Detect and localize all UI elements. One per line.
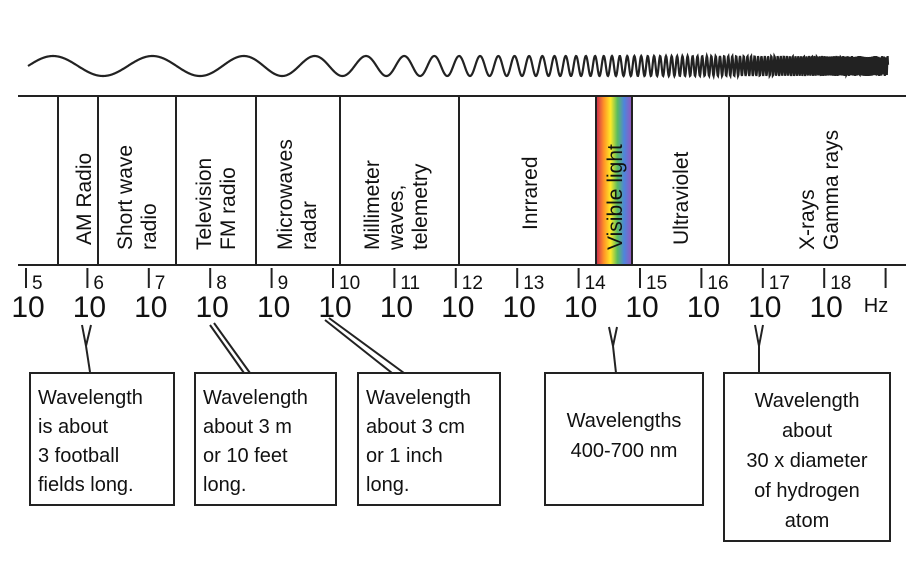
band-dividers [57, 96, 730, 265]
scale-exponent: 6 [93, 273, 104, 294]
note-line: about [782, 420, 832, 442]
scale-base: 10 [257, 291, 290, 324]
scale-base: 10 [318, 291, 351, 324]
pointer-visible [608, 326, 618, 347]
spectrum-band-table: AM Radio Short wave radio Television FM radi… [18, 95, 906, 266]
band-label-shortwave: radio [138, 203, 161, 250]
scale-base: 10 [810, 291, 843, 324]
scale-exponent: 15 [646, 273, 667, 294]
scale-exponent: 16 [707, 273, 728, 294]
band-label-mm: Millimeter [361, 160, 384, 250]
pointer-microwave [324, 317, 405, 374]
band-label-mm: waves, [385, 185, 408, 251]
note-line: fields long. [38, 474, 134, 496]
note-box [544, 372, 704, 506]
scale-exponent: 10 [339, 273, 360, 294]
band-label-shortwave: Short wave [114, 145, 137, 250]
callout-pointers [81, 317, 764, 374]
band-label-ir: Inrrared [519, 156, 542, 230]
scale-exponents: 5 6 7 8 9 10 11 12 13 14 15 16 17 18 [32, 273, 851, 294]
band-label-tv: Television [193, 158, 216, 250]
note-line: Wavelengths [567, 410, 682, 432]
band-label-visible: Visible light [604, 144, 627, 250]
note-line: long. [366, 474, 409, 496]
band-label-mm: telemetry [409, 163, 432, 250]
note-tv: Wavelength about 3 m or 10 feet long. [194, 372, 337, 506]
note-line: 3 football [38, 445, 119, 467]
scale-base-labels: 10 10 10 10 10 10 10 10 10 10 10 10 10 10 [11, 291, 843, 324]
band-label-xray: X-rays [796, 189, 819, 250]
scale-exponent: 12 [462, 273, 483, 294]
note-line: or 1 inch [366, 445, 443, 467]
note-box [723, 372, 891, 542]
band-label-am: AM Radio [73, 153, 96, 245]
pointer-tv [209, 322, 251, 374]
scale-base: 10 [564, 291, 597, 324]
note-visible: Wavelengths 400-700 nm [544, 372, 704, 506]
scale-ticks [25, 268, 887, 288]
note-box [357, 372, 501, 506]
scale-base: 10 [73, 291, 106, 324]
note-line: Wavelength [755, 390, 860, 412]
scale-exponent: 14 [585, 273, 607, 294]
scale-base: 10 [625, 291, 658, 324]
wave-frequency-illustration [27, 51, 890, 81]
scale-base: 10 [441, 291, 474, 324]
band-label-microwave: Microwaves [274, 139, 297, 250]
note-line: long. [203, 474, 246, 496]
band-labels: AM Radio Short wave radio Television FM radi… [73, 130, 843, 251]
note-line: Wavelength [38, 387, 143, 409]
band-label-uv: Ultraviolet [670, 151, 693, 245]
scale-exponent: 17 [769, 273, 790, 294]
note-line: or 10 feet [203, 445, 288, 467]
pointer-xray [754, 324, 764, 347]
note-xray: Wavelength about 30 x diameter of hydrogen a… [723, 372, 891, 542]
note-line: 30 x diameter [746, 450, 868, 472]
scale-base: 10 [134, 291, 167, 324]
scale-base: 10 [748, 291, 781, 324]
scale-base: 10 [196, 291, 229, 324]
note-box [29, 372, 175, 506]
pointer-am [81, 324, 92, 347]
note-line: Wavelength [366, 387, 471, 409]
note-box [194, 372, 337, 506]
scale-exponent: 8 [216, 273, 227, 294]
scale-base: 10 [687, 291, 720, 324]
scale-exponent: 11 [400, 273, 420, 294]
scale-exponent: 7 [155, 273, 166, 294]
note-line: about 3 m [203, 416, 292, 438]
visible-light-color-band [597, 96, 631, 265]
scale-base: 10 [380, 291, 413, 324]
scale-base: 10 [503, 291, 536, 324]
band-label-microwave: radar [298, 201, 321, 250]
note-line: about 3 cm [366, 416, 465, 438]
scale-exponent: 9 [278, 273, 289, 294]
note-line: Wavelength [203, 387, 308, 409]
note-line: atom [785, 510, 829, 532]
note-microwave: Wavelength about 3 cm or 1 inch long. [357, 372, 501, 506]
scale-exponent: 13 [523, 273, 544, 294]
note-line: 400-700 nm [571, 440, 678, 462]
note-am: Wavelength is about 3 football fields long. [29, 372, 175, 506]
band-label-xray: Gamma rays [820, 130, 843, 250]
pointer-visible-stem [612, 345, 617, 374]
frequency-unit: Hz [864, 295, 888, 317]
scale-base: 10 [11, 291, 44, 324]
wavelength-notes: Wavelength is about 3 football fields long.… [29, 372, 891, 542]
note-line: of hydrogen [754, 480, 860, 502]
scale-exponent: 18 [830, 273, 851, 294]
note-line: is about [38, 416, 108, 438]
band-label-tv: FM radio [217, 167, 240, 250]
pointer-am-stem [85, 345, 91, 373]
frequency-scale: 5 6 7 8 9 10 11 12 13 14 15 16 17 18 10 10 10 10 10 10 10 10… [11, 268, 888, 324]
scale-exponent: 5 [32, 273, 43, 294]
